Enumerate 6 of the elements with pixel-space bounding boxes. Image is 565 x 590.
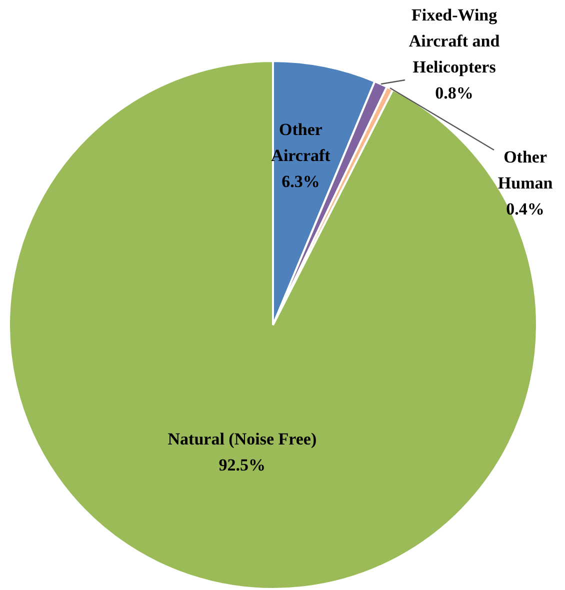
slice-label: Other Human (498, 148, 554, 193)
slice-label: Fixed-Wing Aircraft and Helicopters (408, 5, 500, 76)
slice-label: Natural (Noise Free) (168, 430, 317, 449)
data-label: 92.5% (218, 456, 266, 475)
data-label: 6.3% (282, 172, 320, 192)
data-label: 0.8% (435, 83, 474, 102)
